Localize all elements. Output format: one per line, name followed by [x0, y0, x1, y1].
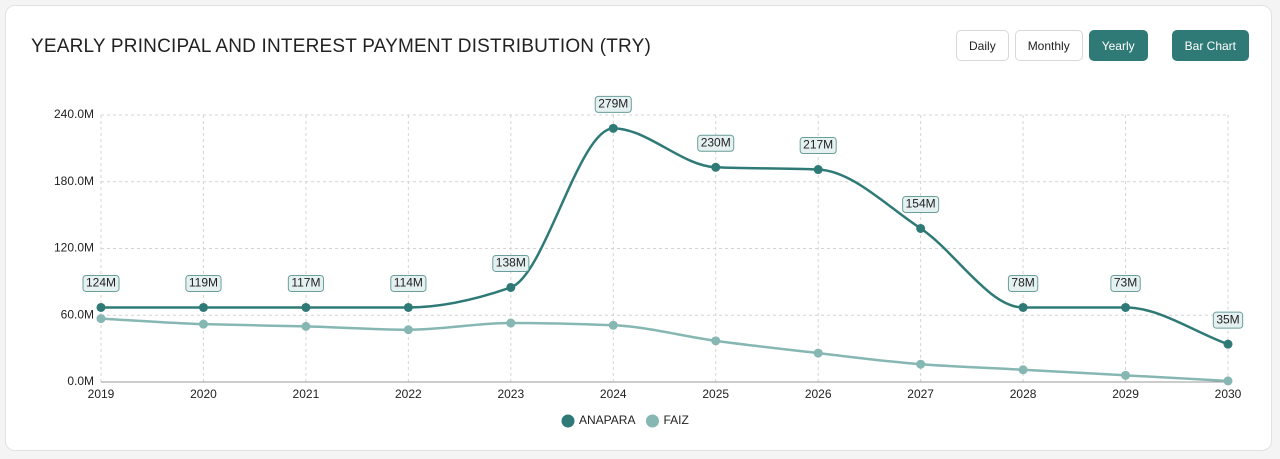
total-label-box: [697, 134, 735, 152]
point: [1018, 365, 1028, 375]
card: YEARLY PRINCIPAL AND INTEREST PAYMENT DI…: [5, 5, 1272, 451]
point: [813, 348, 823, 358]
x-tick-label: 2029: [1112, 387, 1139, 401]
point: [506, 282, 516, 292]
button[interactable]: Bar Chart: [1171, 30, 1249, 61]
total-label: 78M: [1007, 274, 1039, 292]
legend-label: FAIZ: [663, 413, 688, 427]
y-tick-label: 180.0M: [54, 174, 94, 188]
point: [711, 336, 721, 346]
point: [813, 165, 823, 175]
controls: Daily Monthly Yearly Bar Chart: [956, 30, 1249, 61]
point: [608, 320, 618, 330]
total-label-text: 154M: [906, 197, 936, 211]
total-label-text: 279M: [598, 97, 628, 111]
total-label-box: [287, 274, 324, 292]
x-tick-label: 2027: [907, 387, 934, 401]
total-label-box: [390, 274, 427, 292]
total-label-text: 124M: [86, 276, 116, 290]
total-label-text: 138M: [496, 256, 526, 270]
total-label-text: 78M: [1011, 276, 1034, 290]
x-tick-label: 2019: [88, 387, 115, 401]
button[interactable]: Monthly: [1014, 30, 1083, 61]
point: [1223, 339, 1233, 349]
x-tick-label: 2028: [1010, 387, 1037, 401]
total-label: 119M: [185, 274, 222, 292]
point: [916, 359, 926, 369]
x-tick-label: 2022: [395, 387, 422, 401]
x-tick-label: 2020: [190, 387, 217, 401]
total-label-box: [1007, 274, 1039, 292]
point: [506, 318, 516, 328]
total-label-text: 117M: [291, 276, 320, 290]
total-label-text: 217M: [803, 138, 833, 152]
point: [403, 325, 413, 335]
total-label: 73M: [1110, 274, 1141, 292]
total-label: 217M: [799, 137, 837, 155]
point: [403, 302, 413, 312]
total-label-text: 73M: [1114, 276, 1137, 290]
point: [96, 314, 106, 324]
point: [916, 223, 926, 233]
point: [1121, 302, 1131, 312]
y-tick-label: 0.0M: [67, 374, 94, 388]
x-tick-label: 2026: [805, 387, 832, 401]
total-label-box: [185, 274, 222, 292]
total-label: 154M: [902, 195, 940, 213]
point: [198, 302, 208, 312]
total-label-text: 114M: [394, 276, 423, 290]
total-label-box: [594, 95, 632, 113]
y-tick-label: 60.0M: [61, 307, 94, 321]
legend-label: ANAPARA: [579, 413, 635, 427]
total-label: 117M: [287, 274, 324, 292]
x-tick-label: 2024: [600, 387, 627, 401]
point: [1223, 376, 1233, 386]
total-label-box: [799, 137, 837, 155]
total-label-box: [1110, 274, 1141, 292]
total-label-box: [492, 254, 530, 272]
x-tick-label: 2023: [497, 387, 524, 401]
x-tick-label: 2030: [1215, 387, 1242, 401]
point: [711, 162, 721, 172]
total-label: 138M: [492, 254, 530, 272]
point: [301, 302, 311, 312]
legend-marker: [645, 414, 659, 428]
point: [1121, 370, 1131, 380]
total-label-text: 230M: [701, 135, 731, 149]
line: [100, 317, 1229, 383]
total-label-text: 35M: [1216, 312, 1239, 326]
point: [96, 302, 106, 312]
x-tick-label: 2021: [293, 387, 320, 401]
button[interactable]: Daily: [956, 30, 1009, 61]
line: [101, 127, 1229, 346]
total-label: 124M: [82, 274, 120, 292]
y-tick-label: 240.0M: [54, 107, 94, 121]
total-label-box: [82, 274, 120, 292]
point: [1018, 302, 1028, 312]
total-label-text: 119M: [189, 276, 218, 290]
legend-marker: [561, 414, 575, 428]
point: [198, 319, 208, 329]
title: YEARLY PRINCIPAL AND INTEREST PAYMENT DI…: [31, 36, 652, 57]
total-label-box: [902, 195, 940, 213]
point: [301, 321, 311, 331]
total-label: 35M: [1212, 311, 1244, 329]
button[interactable]: Yearly: [1088, 30, 1148, 61]
total-label: 279M: [594, 95, 632, 113]
total-label: 230M: [697, 134, 735, 152]
total-label: 114M: [390, 274, 427, 292]
point: [608, 123, 618, 133]
total-label-box: [1212, 311, 1244, 329]
y-tick-label: 120.0M: [54, 241, 94, 255]
x-tick-label: 2025: [702, 387, 729, 401]
